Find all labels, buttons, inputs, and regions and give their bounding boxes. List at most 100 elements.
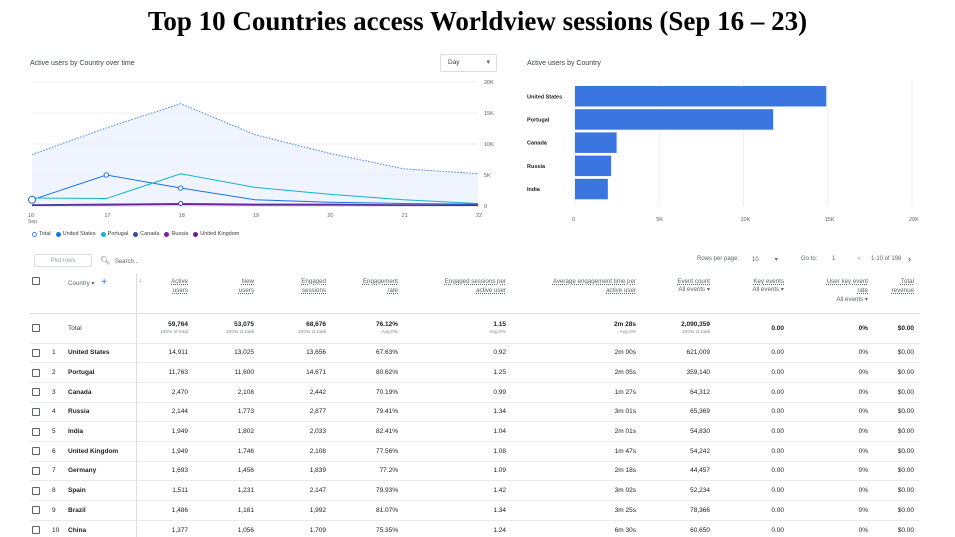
- header-checkbox-cell: [30, 273, 52, 313]
- row-new: 1,746: [194, 440, 260, 462]
- y-tick-label: 15K: [484, 111, 494, 117]
- legend-item[interactable]: Total: [32, 231, 51, 237]
- row-country[interactable]: China: [66, 519, 137, 537]
- select-all-checkbox[interactable]: [32, 277, 40, 285]
- legend-item[interactable]: United States: [55, 231, 96, 237]
- header-key-events[interactable]: Key events All events ▾: [716, 273, 790, 313]
- header-country-label: Country: [68, 280, 90, 287]
- series-line-total: [31, 103, 479, 175]
- row-time: 2m 01s: [512, 421, 642, 442]
- key-filter-select[interactable]: All events ▾: [718, 286, 784, 293]
- row-events: 44,457: [642, 460, 716, 481]
- plot-rows-button[interactable]: Plot rows: [34, 254, 92, 267]
- x-tick-label: 22: [476, 213, 482, 219]
- row-checkbox[interactable]: [32, 368, 40, 377]
- total-value: 2,090,359: [681, 321, 710, 328]
- row-country[interactable]: Russia: [66, 401, 137, 422]
- series-marker: [178, 201, 184, 207]
- row-new: 1,181: [194, 500, 260, 521]
- goto-input[interactable]: 1: [832, 256, 836, 262]
- bar: [575, 132, 617, 153]
- row-country[interactable]: Germany: [66, 460, 137, 481]
- table-row[interactable]: 7 Germany 1,693 1,456 1,839 77.2% 1.09 2m 18s 44…: [30, 460, 920, 481]
- row-checkbox[interactable]: [32, 427, 40, 436]
- prev-page-icon[interactable]: ‹: [858, 256, 860, 262]
- table-row[interactable]: 6 United Kingdom 1,949 1,746 2,108 77.56% 1.08…: [30, 440, 920, 462]
- row-country[interactable]: Brazil: [66, 500, 137, 521]
- header-user-key-rate[interactable]: User key event rate All events ▾: [790, 273, 874, 313]
- row-checkbox[interactable]: [32, 486, 40, 495]
- row-new: 13,025: [194, 342, 260, 363]
- row-country[interactable]: Spain: [66, 480, 137, 501]
- header-engaged-sessions[interactable]: Engaged sessions: [260, 273, 332, 313]
- row-country[interactable]: United Kingdom: [66, 440, 137, 462]
- row-index: 8: [52, 480, 66, 501]
- header-country[interactable]: Country ▾ +: [66, 273, 137, 313]
- table-row[interactable]: 2 Portugal 11,763 11,600 14,671 80.62% 1.25 2m …: [30, 362, 920, 383]
- row-checkbox[interactable]: [32, 447, 40, 456]
- total-value: 1.15: [493, 321, 506, 328]
- header-new-users[interactable]: New users: [194, 273, 260, 313]
- table-row[interactable]: 10 China 1,377 1,056 1,709 75.35% 1.24 6m 30s 60…: [30, 519, 920, 537]
- table-row[interactable]: 8 Spain 1,511 1,231 2,147 79.93% 1.42 3m 02s 52,…: [30, 480, 920, 501]
- header-event-count[interactable]: Event count All events ▾: [642, 273, 716, 313]
- bar-category-label: United States: [527, 94, 562, 100]
- row-active: 2,470: [136, 381, 194, 403]
- legend-item[interactable]: Portugal: [100, 231, 128, 237]
- search-input[interactable]: Search...: [114, 259, 139, 265]
- row-per-user: 1.42: [404, 480, 512, 501]
- row-per-user: 1.34: [404, 500, 512, 521]
- legend-item[interactable]: Canada: [133, 231, 159, 237]
- header-engagement-rate[interactable]: Engagement rate: [332, 273, 404, 313]
- row-active: 1,486: [136, 500, 194, 521]
- row-engaged: 14,671: [260, 362, 332, 383]
- ukr-filter-select[interactable]: All events ▾: [792, 296, 868, 303]
- total-sub: 100% of total: [225, 330, 254, 335]
- legend-item[interactable]: United Kingdom: [193, 231, 239, 237]
- header-engaged-per-user[interactable]: Engaged sessions per active user: [404, 273, 512, 313]
- row-country[interactable]: Canada: [66, 381, 137, 403]
- header-revenue[interactable]: Total revenue: [874, 273, 920, 313]
- chevron-down-icon[interactable]: ▾: [91, 280, 95, 287]
- legend-swatch: [32, 231, 37, 237]
- next-page-icon[interactable]: ›: [908, 254, 911, 264]
- row-country[interactable]: Portugal: [66, 362, 137, 383]
- y-tick-label: 0: [484, 204, 487, 210]
- row-checkbox[interactable]: [32, 526, 40, 535]
- total-checkbox[interactable]: [32, 324, 40, 332]
- table-row[interactable]: 4 Russia 2,144 1,773 2,877 79.41% 1.34 3m 01s 65…: [30, 401, 920, 422]
- header-label: revenue: [891, 287, 914, 295]
- table-row[interactable]: 1 United States 14,911 13,025 13,656 67.63% 0.…: [30, 342, 920, 363]
- header-active-users[interactable]: ↓ Active users: [136, 273, 194, 313]
- series-line: [31, 203, 478, 206]
- row-time: 3m 02s: [512, 480, 642, 501]
- row-rate: 77.2%: [332, 460, 404, 481]
- series-marker: [103, 172, 110, 178]
- row-country[interactable]: India: [66, 421, 137, 442]
- row-key: 0.00: [716, 401, 790, 422]
- row-events: 60,650: [642, 519, 716, 537]
- row-index: 10: [52, 519, 66, 537]
- legend-item[interactable]: Russia: [164, 231, 188, 237]
- row-per-user: 0.92: [404, 342, 512, 363]
- table-row[interactable]: 5 India 1,949 1,802 2,033 82.41% 1.04 2m 01s 54,…: [30, 421, 920, 442]
- row-checkbox[interactable]: [32, 348, 40, 357]
- chevron-down-icon: ▾: [774, 257, 778, 263]
- total-sub: Avg 0%: [619, 330, 636, 335]
- search-box[interactable]: 🔍︎ Search...: [100, 256, 139, 265]
- add-dimension-icon[interactable]: +: [101, 277, 108, 288]
- row-checkbox[interactable]: [32, 388, 40, 397]
- row-checkbox[interactable]: [32, 466, 40, 475]
- row-country[interactable]: United States: [66, 342, 137, 363]
- row-rev: $0.00: [874, 440, 920, 462]
- rows-per-page-select[interactable]: 10 ▾: [752, 256, 778, 263]
- granularity-select[interactable]: Day ▾: [440, 54, 497, 72]
- row-ukr: 0%: [790, 480, 874, 501]
- row-checkbox[interactable]: [32, 407, 40, 416]
- event-filter-select[interactable]: All events ▾: [644, 286, 710, 293]
- row-checkbox[interactable]: [32, 506, 40, 515]
- header-avg-time[interactable]: Average engagement time per active user: [512, 273, 642, 313]
- page-range: 1-10 of 198: [871, 256, 902, 262]
- table-row[interactable]: 3 Canada 2,470 2,108 2,442 70.19% 0.99 1m 27s 64…: [30, 381, 920, 403]
- table-row[interactable]: 9 Brazil 1,486 1,181 1,992 81.07% 1.34 3m 25s 78…: [30, 500, 920, 521]
